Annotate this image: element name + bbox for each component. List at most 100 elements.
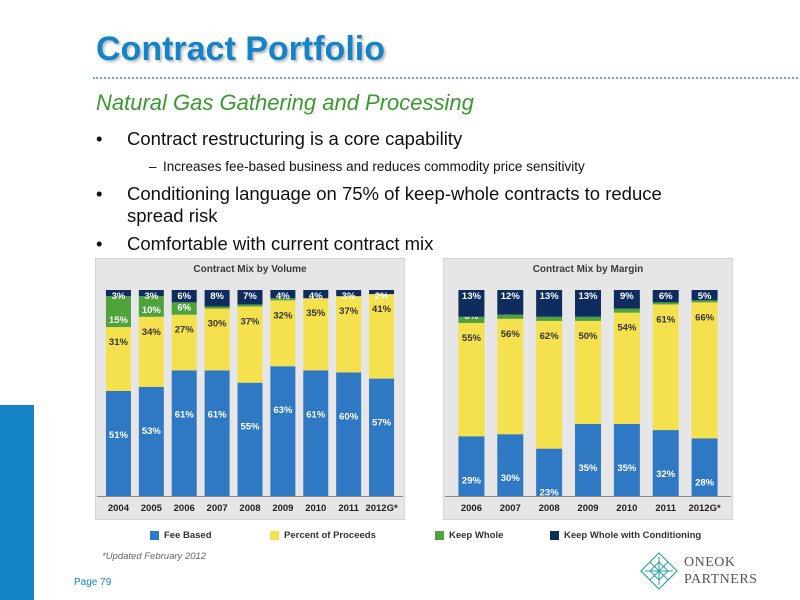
- bar-segment: [303, 298, 329, 371]
- bar-segment: [691, 290, 718, 301]
- bar-segment: [575, 423, 601, 496]
- bar-segment: [270, 298, 296, 301]
- bar-segment: [613, 423, 640, 496]
- x-tick-label: 2012G*: [365, 503, 398, 514]
- x-tick-label: 2009: [577, 503, 598, 514]
- bar-segment: [497, 314, 524, 319]
- data-label: 23%: [540, 488, 560, 499]
- data-label: 10%: [142, 305, 162, 316]
- data-label: 55%: [240, 422, 260, 433]
- logo-text-line2: PARTNERS: [684, 572, 758, 587]
- bar-segment: [652, 304, 679, 431]
- bar-segment: [369, 378, 395, 496]
- data-label: 61%: [175, 409, 195, 420]
- data-label: 61%: [208, 409, 228, 420]
- data-label: 13%: [462, 291, 482, 302]
- data-label: 37%: [240, 316, 260, 327]
- bar-segment: [652, 302, 679, 305]
- sub-bullet-marker: –: [149, 159, 157, 174]
- bar-segment: [536, 320, 563, 449]
- data-label: 13%: [578, 291, 598, 302]
- data-label: 51%: [109, 430, 129, 441]
- x-tick-label: 2010: [616, 503, 637, 514]
- x-tick-label: 2010: [305, 503, 326, 514]
- data-label: 54%: [617, 323, 637, 334]
- x-tick-label: 2005: [141, 503, 163, 514]
- bar-segment: [613, 308, 640, 313]
- bar-segment: [138, 386, 164, 496]
- bar-segment: [237, 304, 263, 307]
- legend-item-keep-whole-with-conditioning: Keep Whole with Conditioning: [550, 530, 701, 541]
- data-label: 50%: [578, 331, 598, 342]
- bar-segment: [691, 300, 718, 303]
- x-tick-label: 2012G*: [688, 503, 721, 514]
- bar-segment: [105, 327, 131, 391]
- data-label: 35%: [617, 463, 637, 474]
- bar-segment: [303, 370, 329, 496]
- data-label: 3%: [112, 291, 126, 302]
- bar-segment: [204, 306, 230, 309]
- legend-item-fee-based: Fee Based: [150, 530, 212, 541]
- x-tick-label: 2009: [272, 503, 293, 514]
- page-title: Contract Portfolio: [96, 30, 385, 68]
- bar-segment: [369, 294, 395, 379]
- legend-swatch: [150, 530, 159, 540]
- data-label: 41%: [372, 304, 392, 315]
- chart-title: Contract Mix by Volume: [193, 264, 307, 275]
- bar-segment: [171, 314, 197, 371]
- margin-chart: Contract Mix by Margin29%55%3%13%200630%…: [443, 258, 733, 520]
- bar-segment: [138, 290, 164, 297]
- bar-segment: [575, 316, 601, 321]
- data-label: 28%: [695, 477, 715, 488]
- legend-label: Keep Whole with Conditioning: [564, 530, 702, 541]
- bar-segment: [171, 302, 197, 315]
- x-tick-label: 2004: [108, 503, 130, 514]
- data-label: 30%: [501, 473, 521, 484]
- x-tick-label: 2006: [174, 503, 195, 514]
- bar-segment: [458, 322, 485, 437]
- data-label: 8%: [210, 291, 224, 302]
- data-label: 4%: [309, 291, 323, 302]
- margin-chart-svg: Contract Mix by Margin29%55%3%13%200630%…: [443, 258, 733, 520]
- bar-segment: [105, 290, 131, 297]
- bar-segment: [336, 372, 362, 496]
- data-label: 57%: [372, 418, 392, 429]
- bar-segment: [270, 366, 296, 496]
- bar-segment: [171, 290, 197, 303]
- bar-segment: [204, 290, 230, 307]
- data-label: 60%: [339, 411, 359, 422]
- title-divider: [93, 77, 798, 79]
- bar-segment: [369, 290, 395, 295]
- bar-segment: [105, 390, 131, 496]
- data-label: 32%: [273, 310, 293, 321]
- bullet-text: Contract restructuring is a core capabil…: [127, 128, 463, 149]
- bar-segment: [652, 290, 679, 303]
- data-label: 62%: [540, 331, 560, 342]
- bar-segment: [458, 316, 485, 323]
- company-logo: ONEOK PARTNERS: [640, 552, 757, 592]
- page-number: Page 79: [74, 577, 112, 588]
- data-label: 2%: [375, 291, 389, 302]
- bar-segment: [536, 290, 563, 317]
- data-label: 9%: [620, 291, 634, 302]
- data-label: 55%: [462, 333, 482, 344]
- footnote: *Updated February 2012: [102, 551, 207, 562]
- volume-chart: Contract Mix by Volume 51% 31% 15% 3% 2004 53%…: [95, 258, 405, 520]
- bar-segment: [270, 300, 296, 367]
- bar-segment: [171, 370, 197, 496]
- legend-swatch: [435, 530, 444, 540]
- legend-swatch: [270, 530, 279, 540]
- bar-segment: [575, 290, 601, 317]
- legend-item-keep-whole: Keep Whole: [435, 530, 503, 541]
- legend-label: Keep Whole: [449, 530, 504, 541]
- bullet-text: Comfortable with current contract mix: [127, 233, 434, 254]
- data-label: 7%: [243, 291, 257, 302]
- bar-segment: [691, 438, 718, 496]
- data-label: 6%: [177, 303, 191, 314]
- bar-segment: [270, 290, 296, 299]
- data-label: 29%: [462, 475, 482, 486]
- sub-bullet-text: Increases fee-based business and reduces…: [163, 159, 585, 174]
- data-label: 30%: [208, 319, 228, 330]
- data-label: 13%: [540, 291, 560, 302]
- data-label: 6%: [659, 291, 673, 302]
